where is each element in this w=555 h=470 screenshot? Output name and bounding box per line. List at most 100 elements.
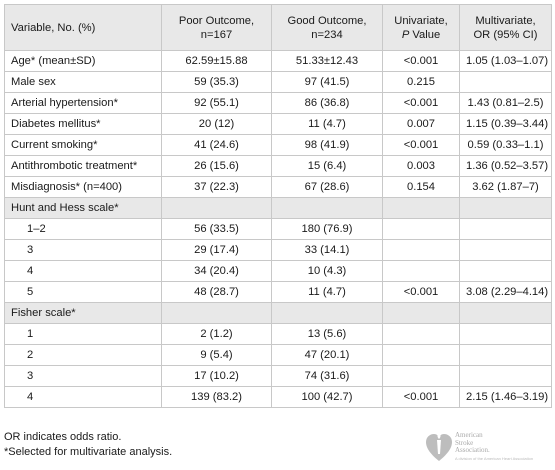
cell-good: 74 (31.6)	[271, 365, 383, 387]
table-body: Age* (mean±SD) 62.59±15.88 51.33±12.43 <0.0…	[4, 50, 552, 408]
section-title: Fisher scale*	[4, 302, 162, 324]
table-row: 1–2 56 (33.5) 180 (76.9)	[4, 218, 552, 240]
cell-poor: 17 (10.2)	[161, 365, 272, 387]
cell-label: Current smoking*	[4, 134, 162, 156]
table-row: Male sex 59 (35.3) 97 (41.5) 0.215	[4, 71, 552, 93]
table-row: Misdiagnosis* (n=400) 37 (22.3) 67 (28.6) 0…	[4, 176, 552, 198]
cell-multi: 2.15 (1.46–3.19)	[459, 386, 552, 408]
table-row: 3 17 (10.2) 74 (31.6)	[4, 365, 552, 387]
section-empty-cell	[161, 197, 272, 219]
cell-good: 100 (42.7)	[271, 386, 383, 408]
logo-name-line1: American	[455, 431, 483, 439]
cell-good: 51.33±12.43	[271, 50, 383, 72]
cell-poor: 41 (24.6)	[161, 134, 272, 156]
cell-multi	[459, 239, 552, 261]
table-row: Arterial hypertension* 92 (55.1) 86 (36.8)…	[4, 92, 552, 114]
section-empty-cell	[161, 302, 272, 324]
cell-label: 2	[4, 344, 162, 366]
table-row: Antithrombotic treatment* 26 (15.6) 15 (6.…	[4, 155, 552, 177]
cell-poor: 92 (55.1)	[161, 92, 272, 114]
cell-poor: 29 (17.4)	[161, 239, 272, 261]
cell-uni	[382, 239, 460, 261]
cell-poor: 9 (5.4)	[161, 344, 272, 366]
cell-label: Arterial hypertension*	[4, 92, 162, 114]
cell-label: Diabetes mellitus*	[4, 113, 162, 135]
header-multivariate: Multivariate, OR (95% CI)	[459, 4, 552, 51]
cell-uni	[382, 260, 460, 282]
cell-label: 1	[4, 323, 162, 345]
cell-good: 67 (28.6)	[271, 176, 383, 198]
cell-multi	[459, 365, 552, 387]
cell-uni: 0.007	[382, 113, 460, 135]
cell-uni: <0.001	[382, 134, 460, 156]
section-empty-cell	[382, 302, 460, 324]
logo-tagline: A division of the American Heart Associa…	[455, 456, 534, 461]
cell-label: 3	[4, 365, 162, 387]
header-multi-line1: Multivariate,	[475, 14, 536, 27]
table-row: Diabetes mellitus* 20 (12) 11 (4.7) 0.007 1.…	[4, 113, 552, 135]
section-empty-cell	[271, 302, 383, 324]
header-multi-line2: OR (95% CI)	[473, 28, 538, 41]
cell-good: 86 (36.8)	[271, 92, 383, 114]
header-good-line2: n=234	[311, 28, 343, 41]
footnote-selected: *Selected for multivariate analysis.	[4, 446, 173, 458]
cell-multi: 3.62 (1.87–7)	[459, 176, 552, 198]
header-univ-line1: Univariate,	[394, 14, 448, 27]
header-poor-line2: n=167	[200, 28, 233, 41]
heart-torch-icon	[426, 432, 452, 461]
cell-multi	[459, 218, 552, 240]
cell-poor: 2 (1.2)	[161, 323, 272, 345]
header-univariate: Univariate, P Value	[382, 4, 460, 51]
cell-multi: 3.08 (2.29–4.14)	[459, 281, 552, 303]
cell-label: 1–2	[4, 218, 162, 240]
cell-good: 15 (6.4)	[271, 155, 383, 177]
cell-poor: 34 (20.4)	[161, 260, 272, 282]
cell-poor: 37 (22.3)	[161, 176, 272, 198]
header-univ-value: Value	[409, 28, 441, 41]
cell-multi: 1.05 (1.03–1.07)	[459, 50, 552, 72]
header-poor-line1: Poor Outcome,	[178, 14, 255, 27]
cell-poor: 139 (83.2)	[161, 386, 272, 408]
section-empty-cell	[382, 197, 460, 219]
cell-uni: <0.001	[382, 386, 460, 408]
cell-label: Male sex	[4, 71, 162, 93]
cell-uni	[382, 218, 460, 240]
cell-uni: <0.001	[382, 50, 460, 72]
cell-multi: 1.36 (0.52–3.57)	[459, 155, 552, 177]
cell-good: 98 (41.9)	[271, 134, 383, 156]
cell-good: 47 (20.1)	[271, 344, 383, 366]
cell-label: Misdiagnosis* (n=400)	[4, 176, 162, 198]
cell-label: Age* (mean±SD)	[4, 50, 162, 72]
section-empty-cell	[459, 302, 552, 324]
cell-label: 4	[4, 260, 162, 282]
results-table: Variable, No. (%) Poor Outcome, n=167 Go…	[4, 4, 552, 408]
cell-multi	[459, 71, 552, 93]
header-variable: Variable, No. (%)	[4, 4, 162, 51]
cell-multi: 1.15 (0.39–3.44)	[459, 113, 552, 135]
cell-uni: 0.154	[382, 176, 460, 198]
cell-multi: 1.43 (0.81–2.5)	[459, 92, 552, 114]
american-stroke-association-logo: American Stroke Association. A division …	[425, 430, 551, 464]
cell-good: 13 (5.6)	[271, 323, 383, 345]
cell-good: 11 (4.7)	[271, 281, 383, 303]
table-row: Current smoking* 41 (24.6) 98 (41.9) <0.001…	[4, 134, 552, 156]
footnote-or: OR indicates odds ratio.	[4, 431, 122, 443]
header-univ-p: P	[401, 28, 410, 41]
cell-uni: <0.001	[382, 281, 460, 303]
cell-poor: 20 (12)	[161, 113, 272, 135]
section-fisher: Fisher scale*	[4, 302, 552, 324]
cell-good: 10 (4.3)	[271, 260, 383, 282]
section-hunt-hess: Hunt and Hess scale*	[4, 197, 552, 219]
header-poor-outcome: Poor Outcome, n=167	[161, 4, 272, 51]
cell-label: 5	[4, 281, 162, 303]
cell-poor: 59 (35.3)	[161, 71, 272, 93]
cell-poor: 26 (15.6)	[161, 155, 272, 177]
cell-label: 3	[4, 239, 162, 261]
header-good-outcome: Good Outcome, n=234	[271, 4, 383, 51]
table-row: 4 139 (83.2) 100 (42.7) <0.001 2.15 (1.46–3.…	[4, 386, 552, 408]
cell-multi: 0.59 (0.33–1.1)	[459, 134, 552, 156]
cell-uni	[382, 365, 460, 387]
cell-label: 4	[4, 386, 162, 408]
